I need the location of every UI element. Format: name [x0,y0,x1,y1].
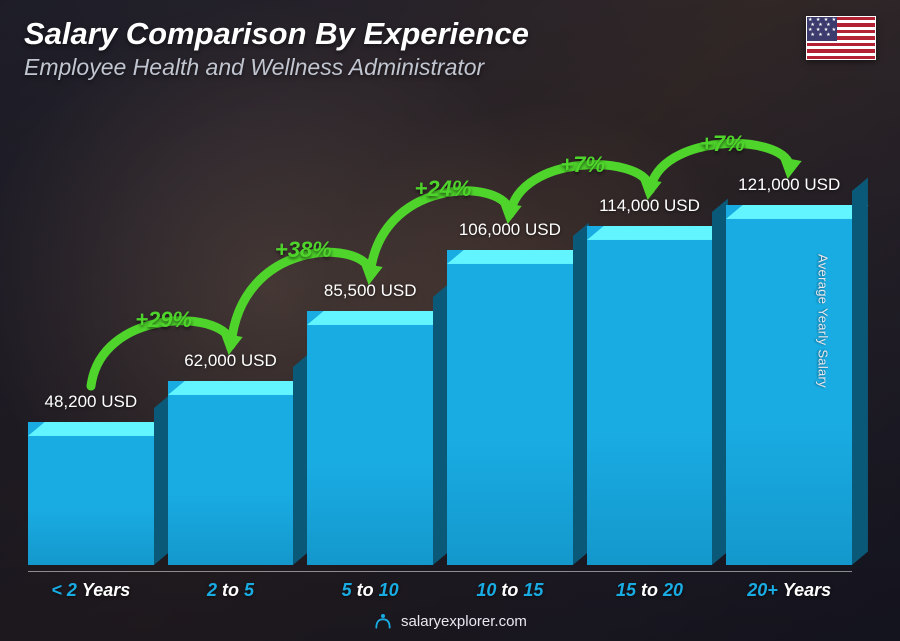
x-axis-label: 15 to 20 [587,580,713,601]
chart-subtitle: Employee Health and Wellness Administrat… [24,54,529,81]
chart-title: Salary Comparison By Experience [24,16,529,52]
x-axis-label: 20+ Years [726,580,852,601]
percent-increase-label: +29% [135,307,192,333]
x-axis-label: 10 to 15 [447,580,573,601]
bar [28,422,154,565]
bar [587,226,713,565]
bar-column: 85,500 USD [307,281,433,565]
bar-chart: 48,200 USD 62,000 USD 85,500 USD 106,000 US… [28,96,852,565]
header: Salary Comparison By Experience Employee… [24,16,876,81]
value-label: 48,200 USD [45,392,138,412]
value-label: 121,000 USD [738,175,840,195]
bar-column: 121,000 USD [726,175,852,565]
logo-icon [373,611,393,631]
value-label: 62,000 USD [184,351,277,371]
percent-increase-label: +38% [275,237,332,263]
footer: salaryexplorer.com [0,611,900,631]
footer-site: salaryexplorer.com [401,613,527,630]
bar [307,311,433,565]
x-axis-label: 5 to 10 [307,580,433,601]
bar [726,205,852,565]
titles: Salary Comparison By Experience Employee… [24,16,529,81]
value-label: 114,000 USD [599,196,700,216]
bar [447,250,573,565]
us-flag-icon: ★ ★ ★ ★ ★ ★ ★★ ★ ★ ★ ★ ★ ★ [806,16,876,60]
bar-column: 114,000 USD [587,196,713,565]
x-axis-label: < 2 Years [28,580,154,601]
x-axis: < 2 Years 2 to 5 5 to 10 10 to 15 15 to 20 20… [28,571,852,601]
percent-increase-label: +7% [560,152,605,178]
bar-column: 62,000 USD [168,351,294,565]
value-label: 106,000 USD [459,220,561,240]
value-label: 85,500 USD [324,281,417,301]
bar [168,381,294,565]
percent-increase-label: +7% [700,131,745,157]
y-axis-label: Average Yearly Salary [816,254,831,388]
bar-column: 48,200 USD [28,392,154,565]
bar-column: 106,000 USD [447,220,573,565]
x-axis-label: 2 to 5 [168,580,294,601]
percent-increase-label: +24% [415,176,472,202]
